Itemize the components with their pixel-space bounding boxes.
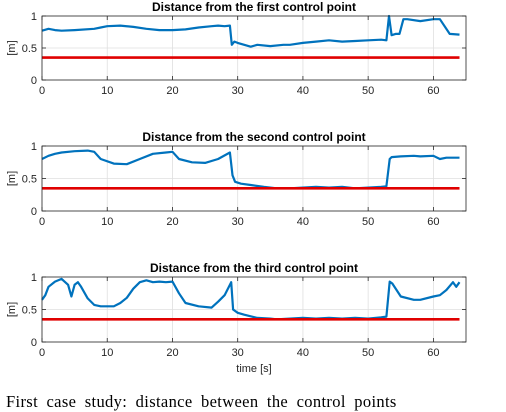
x-tick-label: 60 (427, 347, 439, 359)
subplot-1: 0 10 20 30 40 50 60 0 0.5 1 Distance from the firs… (6, 0, 467, 97)
x-tick-label: 20 (166, 347, 178, 359)
x-tick-label: 0 (39, 347, 45, 359)
x-tick-label: 30 (232, 85, 244, 97)
x-axis-label: time [s] (236, 363, 271, 375)
y-tick-label: 0.5 (22, 305, 37, 317)
x-tick-label: 30 (232, 347, 244, 359)
y-tick-label: 0.5 (22, 43, 37, 55)
y-tick-label: 0 (31, 206, 37, 218)
x-tick-label: 60 (427, 85, 439, 97)
x-tick-label: 40 (297, 85, 309, 97)
distance-series-line (41, 277, 461, 321)
y-tick-label: 0 (31, 75, 37, 87)
distance-series-line (41, 14, 460, 48)
x-tick-label: 20 (166, 85, 178, 97)
x-tick-label: 10 (101, 216, 113, 228)
x-tick-label: 60 (427, 216, 439, 228)
x-tick-label: 10 (101, 347, 113, 359)
subplot-title: Distance from the first control point (152, 0, 356, 14)
y-tick-label: 0 (31, 337, 37, 349)
y-axis-label: [m] (6, 40, 18, 55)
subplot-title: Distance from the second control point (142, 130, 365, 144)
y-tick-label: 1 (31, 141, 37, 153)
subplot-title: Distance from the third control point (150, 261, 358, 275)
y-tick-label: 1 (31, 11, 37, 23)
x-tick-label: 0 (39, 85, 45, 97)
figure-caption: First case study: distance between the c… (6, 392, 397, 411)
x-tick-label: 0 (39, 216, 45, 228)
x-tick-label: 20 (166, 216, 178, 228)
y-tick-label: 0.5 (22, 174, 37, 186)
y-axis-label: [m] (6, 171, 18, 186)
x-tick-label: 30 (232, 216, 244, 228)
y-axis-label: [m] (6, 302, 18, 317)
x-tick-label: 50 (362, 216, 374, 228)
subplot-2: 0 10 20 30 40 50 60 0 0.5 1 Distance from the seco… (6, 130, 467, 228)
x-tick-label: 10 (101, 85, 113, 97)
x-tick-label: 50 (362, 85, 374, 97)
x-tick-label: 40 (297, 216, 309, 228)
subplot-3: 0 10 20 30 40 50 60 0 0.5 1 Distance from the thir… (6, 261, 467, 375)
distance-series-line (41, 149, 460, 190)
y-tick-label: 1 (31, 272, 37, 284)
x-tick-label: 40 (297, 347, 309, 359)
x-tick-label: 50 (362, 347, 374, 359)
